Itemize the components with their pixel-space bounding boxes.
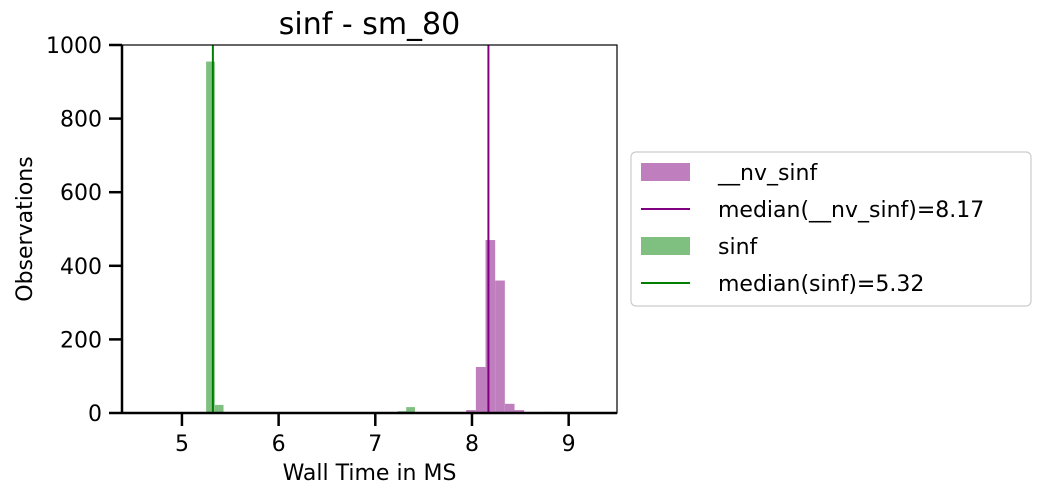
histogram-bar bbox=[514, 410, 525, 413]
legend-swatch bbox=[641, 163, 690, 181]
y-tick-label: 200 bbox=[60, 328, 102, 353]
y-tick-label: 0 bbox=[88, 402, 102, 427]
series-nv-sinf-bars bbox=[446, 240, 563, 413]
x-tick-label: 6 bbox=[272, 432, 286, 457]
y-tick-label: 1000 bbox=[46, 34, 102, 59]
legend-swatch bbox=[641, 237, 690, 255]
legend-label: __nv_sinf bbox=[717, 161, 818, 186]
y-axis-title: Observations bbox=[13, 156, 38, 301]
series-sinf-bars bbox=[206, 61, 415, 414]
legend-label: sinf bbox=[718, 235, 759, 260]
histogram-bar bbox=[406, 407, 415, 413]
x-tick-label: 5 bbox=[175, 432, 189, 457]
x-axis-title: Wall Time in MS bbox=[283, 461, 457, 486]
legend-box bbox=[630, 151, 1032, 307]
histogram-bar bbox=[206, 61, 215, 414]
x-tick-label: 9 bbox=[562, 432, 576, 457]
chart-title: sinf - sm_80 bbox=[279, 7, 460, 42]
legend-label: median(__nv_sinf)=8.17 bbox=[718, 198, 984, 223]
histogram-bar bbox=[214, 404, 224, 413]
histogram-bar bbox=[495, 280, 505, 413]
x-axis: 5 6 7 8 9 bbox=[122, 411, 617, 457]
legend-label: median(sinf)=5.32 bbox=[718, 272, 924, 297]
y-tick-label: 600 bbox=[60, 181, 102, 206]
plot-frame bbox=[121, 44, 618, 414]
histogram-bar bbox=[466, 410, 476, 413]
histogram-bar bbox=[475, 367, 486, 413]
x-tick-label: 7 bbox=[368, 432, 382, 457]
histogram-bar bbox=[485, 240, 496, 413]
y-tick-label: 400 bbox=[60, 255, 102, 280]
plot-area bbox=[121, 44, 618, 414]
x-tick-label: 8 bbox=[465, 432, 479, 457]
y-tick-label: 800 bbox=[60, 108, 102, 133]
y-axis: 0 200 400 600 800 1000 bbox=[46, 34, 124, 427]
histogram-bar bbox=[504, 403, 515, 413]
